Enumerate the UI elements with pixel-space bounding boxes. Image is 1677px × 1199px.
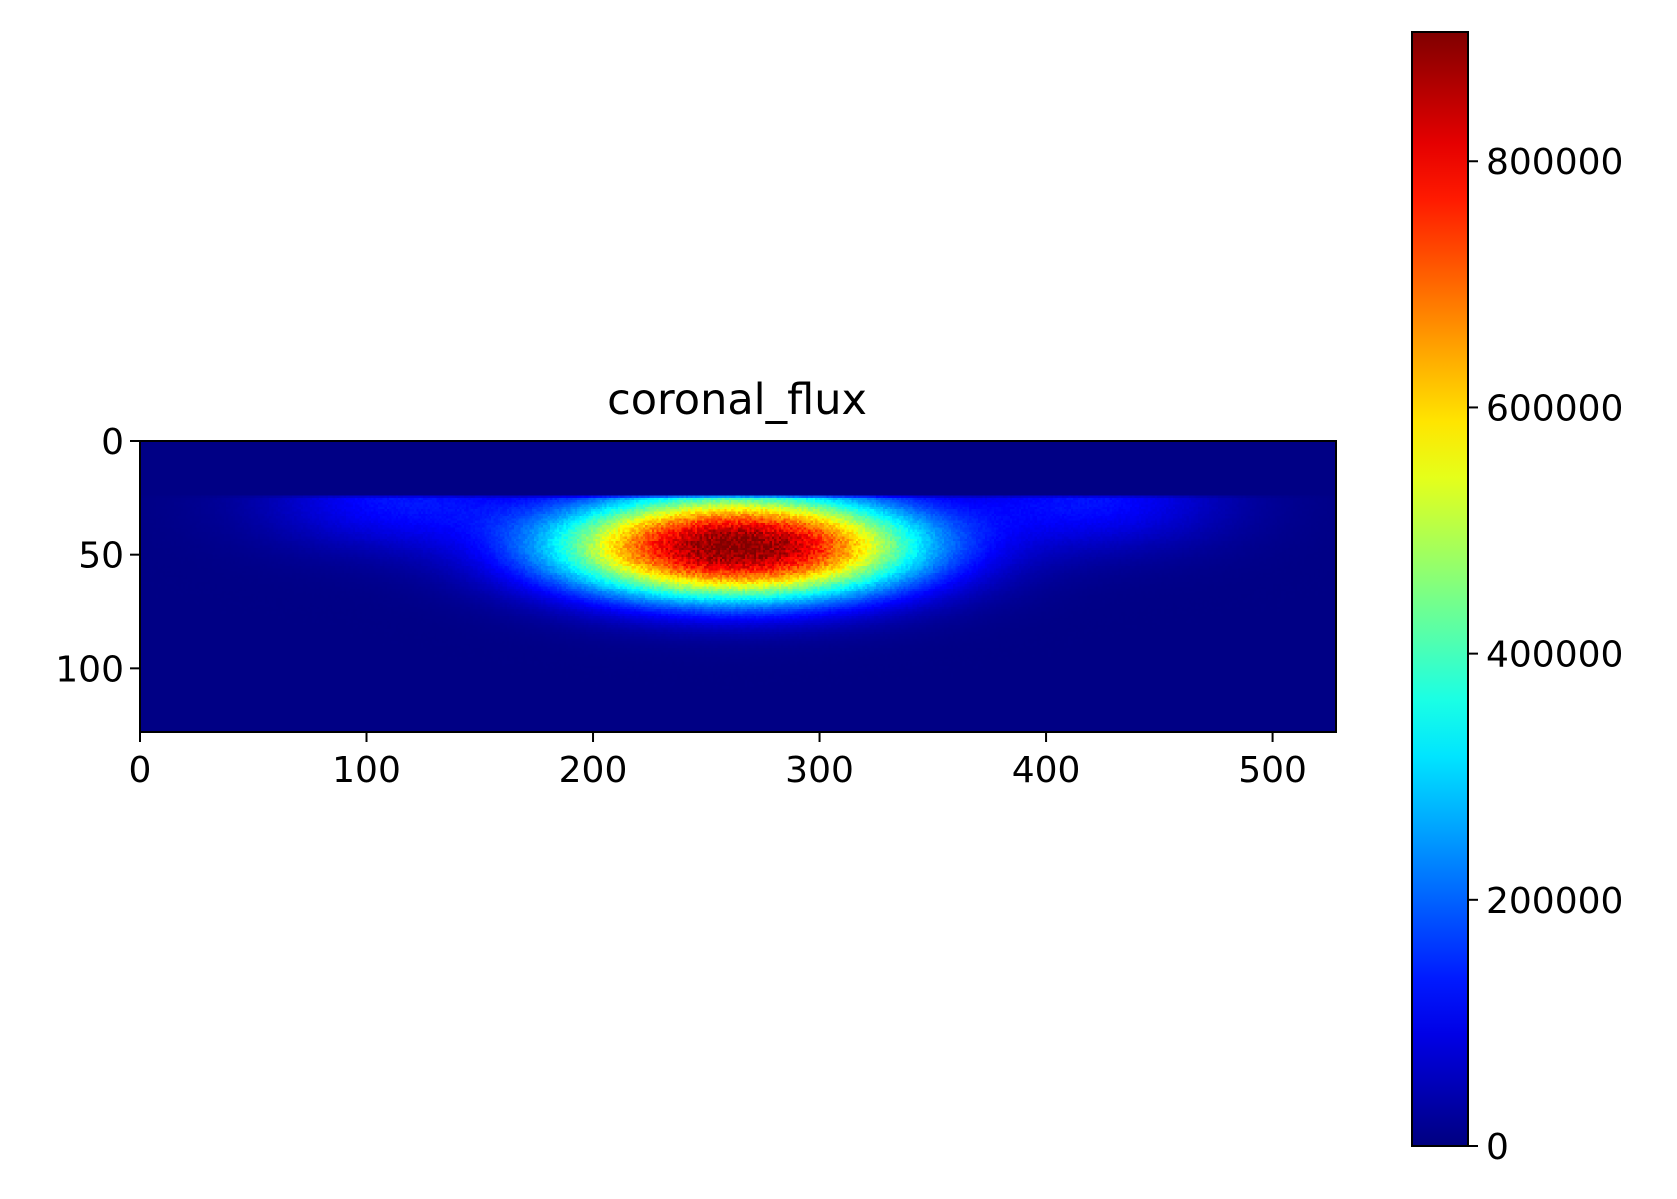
colorbar-tick-label: 800000 (1486, 142, 1623, 183)
y-tick-label: 0 (101, 422, 124, 463)
plot-frame (139, 440, 1337, 733)
colorbar (1412, 32, 1468, 1146)
heatmap-image (140, 441, 1336, 732)
colorbar-tick-label: 400000 (1486, 635, 1623, 676)
colorbar-ticks: 0 200000 400000 600000 800000 (1468, 142, 1623, 1168)
colorbar-tick-label: 0 (1486, 1127, 1509, 1168)
x-tick-label: 0 (129, 750, 152, 791)
x-axis-ticks: 0 100 200 300 400 500 (129, 732, 1307, 791)
x-tick-label: 200 (559, 750, 628, 791)
y-tick-label: 100 (55, 649, 124, 690)
colorbar-tick-label: 600000 (1486, 388, 1623, 429)
x-tick-label: 100 (332, 750, 401, 791)
y-tick-label: 50 (78, 536, 124, 577)
colorbar-tick-label: 200000 (1486, 881, 1623, 922)
x-tick-label: 400 (1012, 750, 1081, 791)
chart-title: coronal_flux (607, 375, 867, 425)
x-tick-label: 300 (785, 750, 854, 791)
y-axis-ticks: 0 50 100 (55, 422, 140, 690)
x-tick-label: 500 (1238, 750, 1307, 791)
colorbar-frame (1411, 31, 1469, 1147)
